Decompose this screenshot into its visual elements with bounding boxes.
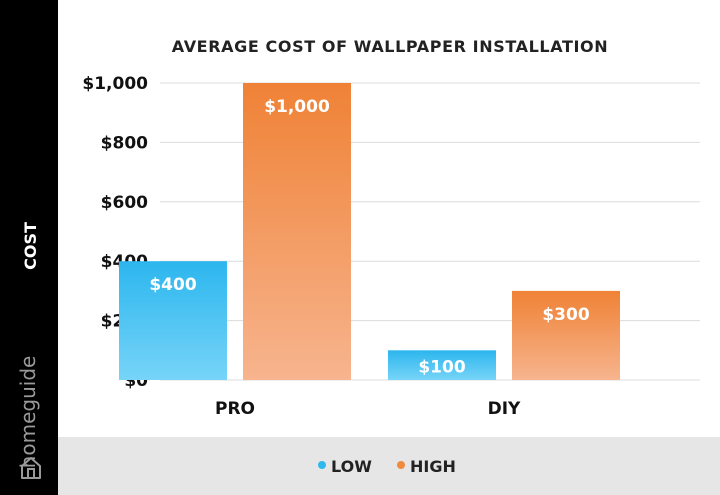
chart-title: AVERAGE COST OF WALLPAPER INSTALLATION bbox=[172, 37, 608, 56]
legend-label: LOW bbox=[331, 457, 372, 476]
bar-high-diy bbox=[512, 290, 620, 380]
bar-high-pro bbox=[243, 83, 351, 380]
y-tick-label: $1,000 bbox=[82, 74, 148, 94]
y-axis-label: COST bbox=[21, 222, 40, 270]
legend-item-high: HIGH bbox=[397, 457, 456, 476]
sidebar bbox=[0, 0, 58, 495]
legend-item-low: LOW bbox=[318, 457, 372, 476]
bar-value-label: $1,000 bbox=[264, 97, 330, 117]
brand-logo: homeguide bbox=[16, 356, 41, 479]
brand-name: homeguide bbox=[16, 356, 40, 469]
bar-low-diy bbox=[388, 350, 496, 380]
bar-value-label: $300 bbox=[542, 305, 589, 325]
legend-band bbox=[58, 437, 720, 495]
bar-value-label: $100 bbox=[418, 357, 465, 377]
bar-low-pro bbox=[119, 261, 227, 380]
y-tick-label: $800 bbox=[101, 133, 148, 153]
house-icon bbox=[21, 457, 41, 479]
x-category-label: DIY bbox=[488, 399, 521, 419]
legend-marker bbox=[318, 461, 326, 469]
legend-marker bbox=[397, 461, 405, 469]
x-category-label: PRO bbox=[215, 399, 255, 419]
bar-value-label: $400 bbox=[149, 275, 196, 295]
legend-label: HIGH bbox=[410, 457, 456, 476]
y-tick-label: $600 bbox=[101, 193, 148, 213]
